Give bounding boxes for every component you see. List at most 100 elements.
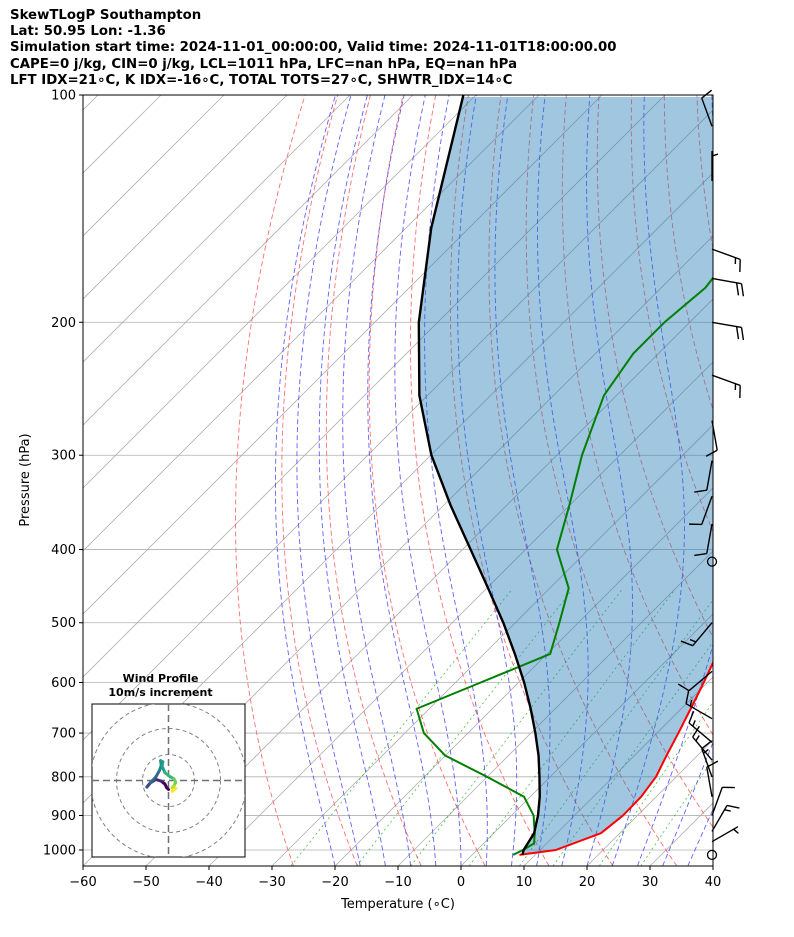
isotherm: [83, 95, 477, 489]
y-tick-label: 800: [51, 770, 76, 785]
dry-adiabat: [325, 95, 422, 866]
y-tick-label: 900: [51, 809, 76, 824]
moist-adiabat: [296, 95, 361, 866]
dry-adiabat: [410, 95, 550, 866]
wind-barb-half-flag: [689, 638, 697, 643]
isotherm: [523, 676, 713, 866]
moist-adiabat: [636, 95, 713, 866]
dry-adiabat: [696, 95, 713, 252]
dewpoint-profile-line: [415, 276, 713, 856]
wind-barb-flag: [726, 804, 740, 809]
wind-barb-staff: [706, 767, 713, 797]
wind-barb: [711, 786, 735, 816]
hodograph-subtitle: 10m/s increment: [108, 686, 212, 699]
x-tick-label: −60: [69, 875, 96, 890]
wind-barb: [685, 691, 713, 720]
x-axis-label: Temperature (∘C): [340, 897, 455, 912]
wind-barb-staff: [706, 523, 713, 554]
moist-adiabat: [318, 95, 386, 866]
moist-adiabat: [687, 808, 713, 866]
y-tick-label: 400: [51, 543, 76, 558]
moist-adiabat: [394, 95, 462, 866]
moist-adiabat: [275, 95, 336, 866]
wind-barb: [677, 670, 713, 692]
wind-barb-flag: [694, 489, 707, 493]
x-tick-label: −30: [258, 875, 285, 890]
moist-adiabat: [367, 95, 437, 866]
wind-barb: [711, 826, 739, 843]
dry-adiabat: [449, 95, 614, 866]
wind-barb-calm: [706, 849, 718, 861]
y-tick-label: 600: [51, 676, 76, 691]
wind-barb-half-flag: [711, 153, 719, 157]
moist-adiabat: [457, 95, 518, 866]
isotherm: [83, 95, 540, 552]
dry-adiabat: [762, 92, 794, 866]
isotherm: [334, 487, 713, 866]
wind-barb-staff: [701, 97, 713, 127]
hodograph-title: Wind Profile: [123, 672, 199, 685]
wind-barb-staff: [701, 496, 713, 525]
isotherm: [208, 361, 713, 866]
moist-adiabat: [537, 95, 589, 866]
wind-barb: [711, 374, 741, 399]
isotherm: [83, 95, 288, 300]
isotherm: [271, 424, 713, 866]
wind-barb: [711, 277, 745, 297]
wind-barbs: [677, 89, 745, 861]
title-line-times: Simulation start time: 2024-11-01_00:00:…: [10, 40, 617, 56]
dry-adiabat: [281, 95, 358, 866]
wind-barb: [694, 460, 713, 493]
wind-barb-staff: [701, 748, 713, 778]
wind-barb-calm: [706, 556, 718, 567]
axes: −60 −50 −40 −30 −20 −10 0 10 20 30 40 1000 900 800 700…: [43, 89, 721, 891]
mixing-ratio-line: [552, 641, 713, 866]
wind-barb-flag: [692, 725, 700, 738]
wind-barb: [711, 151, 719, 182]
moist-adiabat: [586, 95, 633, 866]
wind-barb-flag: [688, 710, 695, 724]
dry-adiabat: [525, 95, 713, 828]
wind-barb-staff: [711, 321, 742, 329]
x-tick-label: −20: [321, 875, 348, 890]
x-tick-label: −10: [384, 875, 411, 890]
isotherm: [83, 109, 713, 741]
y-tick-label: 100: [51, 89, 76, 104]
dry-adiabat: [729, 92, 794, 866]
wind-barb-staff: [706, 460, 713, 491]
y-tick-label: 1000: [43, 844, 76, 859]
wind-barb-flag: [735, 282, 740, 296]
title-line-station: SkewTLogP Southampton: [10, 8, 202, 23]
chart-title: SkewTLogP Southampton Lat: 50.95 Lon: -1…: [10, 8, 617, 89]
mixing-ratio-line: [640, 758, 713, 866]
wind-barb-flag: [740, 283, 745, 297]
moist-adiabat: [494, 95, 551, 866]
wind-barb-half-flag: [689, 699, 693, 707]
parcel-temperature-shading: [418, 97, 713, 853]
wind-barb-staff: [711, 787, 723, 816]
mixing-ratio-line: [598, 701, 713, 866]
x-tick-label: 0: [457, 875, 465, 890]
wind-barb: [692, 725, 713, 761]
wind-barb-half-flag: [724, 809, 731, 812]
x-tick-label: −40: [195, 875, 222, 890]
wind-barb: [711, 248, 741, 273]
wind-barb: [680, 622, 713, 647]
wind-barb: [701, 740, 713, 778]
plot-area: [83, 92, 794, 866]
y-tick-label: 500: [51, 616, 76, 631]
isotherm: [83, 95, 603, 615]
wind-barb-flag: [694, 552, 707, 557]
mixing-ratio-line: [356, 589, 573, 866]
dry-adiabat: [561, 95, 713, 736]
wind-barb-half-flag: [733, 828, 739, 834]
isotherm: [712, 865, 713, 866]
x-tick-label: 40: [705, 875, 722, 890]
wind-barb: [711, 321, 745, 341]
moist-adiabat: [342, 95, 412, 866]
dry-adiabat: [235, 95, 306, 866]
x-tick-label: 10: [516, 875, 533, 890]
x-tick-label: 20: [579, 875, 596, 890]
wind-barb-flag: [701, 89, 713, 99]
dry-adiabat: [488, 95, 678, 866]
